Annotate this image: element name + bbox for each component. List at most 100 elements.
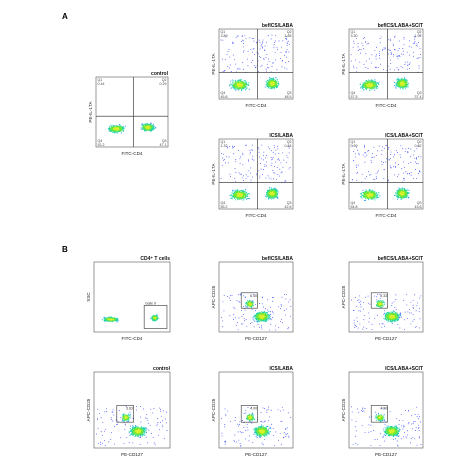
event-dot (398, 86, 400, 88)
event-dot (378, 83, 380, 86)
event-dot (269, 84, 271, 86)
event-dot (242, 197, 244, 199)
event-dot (237, 35, 239, 37)
event-dot (229, 173, 231, 175)
event-dot (242, 196, 244, 198)
event-dot (235, 81, 237, 83)
event-dot (238, 195, 240, 198)
event-dot (247, 50, 249, 52)
event-dot (251, 144, 253, 146)
event-dot (374, 89, 376, 91)
event-dot (233, 59, 235, 61)
event-dot (388, 49, 390, 51)
event-dot (365, 80, 367, 82)
event-dot (282, 166, 284, 168)
event-dot (274, 87, 276, 89)
event-dot (360, 193, 362, 195)
event-dot (259, 177, 261, 179)
event-dot (275, 76, 277, 79)
event-dot (406, 84, 409, 86)
event-dot (274, 40, 276, 42)
event-dot (226, 54, 228, 55)
event-dot (232, 193, 234, 195)
event-dot (228, 162, 230, 164)
event-dot (367, 79, 369, 81)
event-dot (366, 87, 368, 89)
event-dot (229, 64, 231, 66)
event-dot (264, 49, 266, 51)
event-dot (369, 174, 370, 176)
event-dot (269, 82, 271, 85)
event-dot (244, 190, 246, 193)
event-dot (378, 52, 380, 54)
event-dot (387, 65, 389, 67)
event-dot (140, 127, 142, 129)
event-dot (155, 127, 157, 129)
event-cloud (220, 144, 291, 201)
event-dot (376, 82, 378, 84)
event-dot (270, 150, 272, 152)
event-dot (363, 48, 365, 50)
event-dot (238, 86, 240, 88)
event-dot (400, 83, 402, 85)
event-dot (385, 144, 387, 146)
event-dot (397, 77, 399, 79)
event-dot (271, 194, 273, 196)
event-dot (234, 84, 236, 86)
event-dot (221, 58, 223, 60)
event-dot (235, 171, 237, 173)
event-dot (277, 148, 279, 150)
event-dot (380, 36, 382, 38)
event-dot (368, 83, 370, 85)
event-dot (278, 152, 280, 154)
event-dot (361, 173, 363, 175)
event-dot (122, 130, 124, 132)
event-dot (235, 82, 237, 84)
event-dot (404, 84, 406, 86)
event-dot (269, 80, 271, 83)
event-dot (272, 84, 274, 86)
quadrant-value: 47.1 (160, 143, 167, 147)
event-dot (369, 87, 371, 89)
event-dot (414, 42, 416, 44)
event-dot (150, 127, 152, 129)
event-dot (266, 82, 268, 84)
event-dot (395, 86, 397, 88)
event-dot (250, 179, 252, 181)
event-dot (221, 157, 223, 159)
event-dot (366, 82, 368, 84)
event-dot (362, 192, 364, 194)
event-dot (396, 67, 398, 68)
event-dot (393, 166, 394, 168)
event-dot (392, 43, 394, 45)
event-dot (237, 194, 239, 196)
event-dot (259, 156, 260, 158)
event-dot (237, 80, 239, 82)
event-dot (398, 48, 400, 50)
event-dot (233, 42, 235, 44)
event-dot (368, 42, 370, 44)
event-dot (266, 192, 268, 194)
event-cloud (108, 122, 157, 134)
event-dot (266, 165, 268, 167)
event-dot (387, 180, 389, 182)
event-dot (237, 149, 239, 151)
plot-svg: befICS/LABA+SCITQ13.30Q21.92Q337.4Q457.5… (341, 23, 424, 108)
event-dot (401, 80, 403, 82)
event-dot (414, 36, 416, 38)
event-dot (229, 84, 231, 86)
event-dot (220, 178, 222, 179)
event-dot (122, 127, 124, 129)
event-dot (281, 66, 283, 68)
event-dot (234, 193, 236, 195)
event-dot (399, 88, 401, 90)
event-dot (389, 68, 391, 70)
event-dot (236, 68, 238, 70)
event-dot (233, 192, 235, 194)
event-dot (359, 84, 361, 86)
event-dot (378, 170, 380, 172)
event-dot (240, 85, 242, 87)
event-dot (415, 45, 417, 46)
event-dot (116, 127, 118, 129)
event-dot (376, 88, 378, 90)
